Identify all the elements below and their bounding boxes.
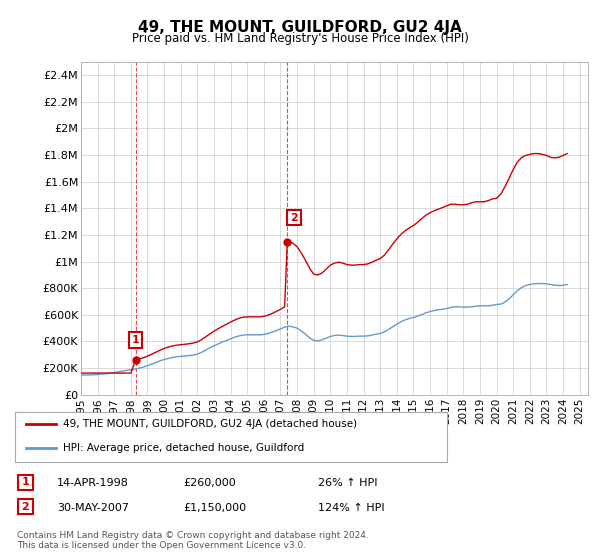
Text: 2: 2	[22, 502, 29, 512]
Text: 2: 2	[290, 213, 298, 222]
Text: 124% ↑ HPI: 124% ↑ HPI	[318, 503, 385, 513]
Text: 49, THE MOUNT, GUILDFORD, GU2 4JA (detached house): 49, THE MOUNT, GUILDFORD, GU2 4JA (detac…	[62, 419, 356, 429]
Text: 30-MAY-2007: 30-MAY-2007	[57, 503, 129, 513]
Text: 1: 1	[131, 335, 139, 345]
Text: HPI: Average price, detached house, Guildford: HPI: Average price, detached house, Guil…	[62, 443, 304, 453]
FancyBboxPatch shape	[17, 475, 33, 489]
Text: Contains HM Land Registry data © Crown copyright and database right 2024.
This d: Contains HM Land Registry data © Crown c…	[17, 531, 368, 550]
FancyBboxPatch shape	[15, 412, 447, 462]
Text: £260,000: £260,000	[183, 478, 236, 488]
FancyBboxPatch shape	[17, 500, 33, 514]
Text: 1: 1	[22, 477, 29, 487]
Text: Price paid vs. HM Land Registry's House Price Index (HPI): Price paid vs. HM Land Registry's House …	[131, 32, 469, 45]
Text: 26% ↑ HPI: 26% ↑ HPI	[318, 478, 377, 488]
Text: 49, THE MOUNT, GUILDFORD, GU2 4JA: 49, THE MOUNT, GUILDFORD, GU2 4JA	[138, 20, 462, 35]
Text: £1,150,000: £1,150,000	[183, 503, 246, 513]
Text: 14-APR-1998: 14-APR-1998	[57, 478, 129, 488]
